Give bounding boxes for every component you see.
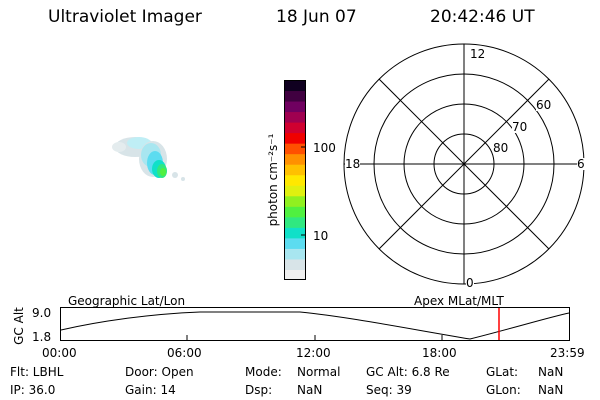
status-seq: Seq: 39 (366, 383, 412, 397)
status-glat-label: GLat: (486, 365, 519, 379)
status-dsp-label: Dsp: (245, 383, 273, 397)
polar-label-bottom: 0 (466, 276, 474, 290)
status-glon-label: GLon: (486, 383, 521, 397)
colorbar-tick-10: 10 (313, 229, 329, 243)
colorbar-tick-100: 100 (313, 141, 336, 155)
status-gain: Gain: 14 (125, 383, 176, 397)
status-glon-value: NaN (538, 383, 564, 397)
instrument-title: Ultraviolet Imager (48, 7, 202, 27)
colorbar-segment (284, 90, 306, 102)
altplot-xtick-0600: 06:00 (167, 346, 202, 360)
polar-label-right: 6 (577, 157, 585, 171)
auroral-image (112, 137, 185, 181)
altplot-xtick-1200: 12:00 (296, 346, 331, 360)
altplot-curve (60, 311, 570, 340)
status-glat-value: NaN (538, 365, 564, 379)
colorbar-segment (284, 132, 306, 144)
altitude-plot (60, 307, 570, 341)
colorbar-segment (284, 143, 306, 155)
colorbar-segment (284, 216, 306, 228)
altplot-frame (60, 307, 570, 341)
colorbar-frame (284, 80, 306, 280)
polar-label-left: 18 (345, 157, 361, 171)
altplot-xtick-2359: 23:59 (550, 346, 585, 360)
colorbar-segment (284, 153, 306, 165)
date-label: 18 Jun 07 (276, 7, 357, 27)
altplot-left-label: Geographic Lat/Lon (68, 294, 186, 308)
altplot-axis-title: GC Alt (12, 307, 26, 345)
colorbar (284, 80, 306, 280)
colorbar-segment (284, 269, 306, 280)
status-mode-label: Mode: (245, 365, 282, 379)
polar-label-top: 12 (470, 47, 486, 61)
colorbar-segment (284, 237, 306, 249)
colorbar-segment (284, 185, 306, 197)
colorbar-segment (284, 258, 306, 270)
status-dsp-value: NaN (297, 383, 323, 397)
status-filter: Flt: LBHL (10, 365, 64, 379)
colorbar-segment (284, 227, 306, 239)
altplot-ytick-low: 1.8 (32, 330, 52, 344)
status-door: Door: Open (125, 365, 194, 379)
polar-lat-70: 70 (512, 120, 528, 134)
colorbar-segment (284, 122, 306, 134)
altplot-xtick-0000: 00:00 (42, 346, 77, 360)
polar-lat-80: 80 (493, 141, 509, 155)
colorbar-segment (284, 206, 306, 218)
polar-plot (343, 43, 585, 285)
altplot-ytick-high: 9.0 (32, 306, 52, 320)
colorbar-label: photon cm⁻²s⁻¹ (266, 133, 280, 227)
status-mode-value: Normal (297, 365, 341, 379)
time-label: 20:42:46 UT (430, 7, 535, 27)
colorbar-segment (284, 195, 306, 207)
status-gc-alt: GC Alt: 6.8 Re (366, 365, 450, 379)
altplot-right-label: Apex MLat/MLT (414, 294, 504, 308)
polar-diag-2 (378, 78, 550, 250)
polar-lat-60: 60 (536, 98, 552, 112)
colorbar-segment (284, 101, 306, 113)
colorbar-segment (284, 111, 306, 123)
aurora-emission (112, 137, 185, 181)
colorbar-segment (284, 174, 306, 186)
colorbar-segment (284, 248, 306, 260)
status-ip: IP: 36.0 (10, 383, 56, 397)
altplot-xtick-1800: 18:00 (422, 346, 457, 360)
colorbar-segment (284, 164, 306, 176)
colorbar-segment (284, 80, 306, 92)
